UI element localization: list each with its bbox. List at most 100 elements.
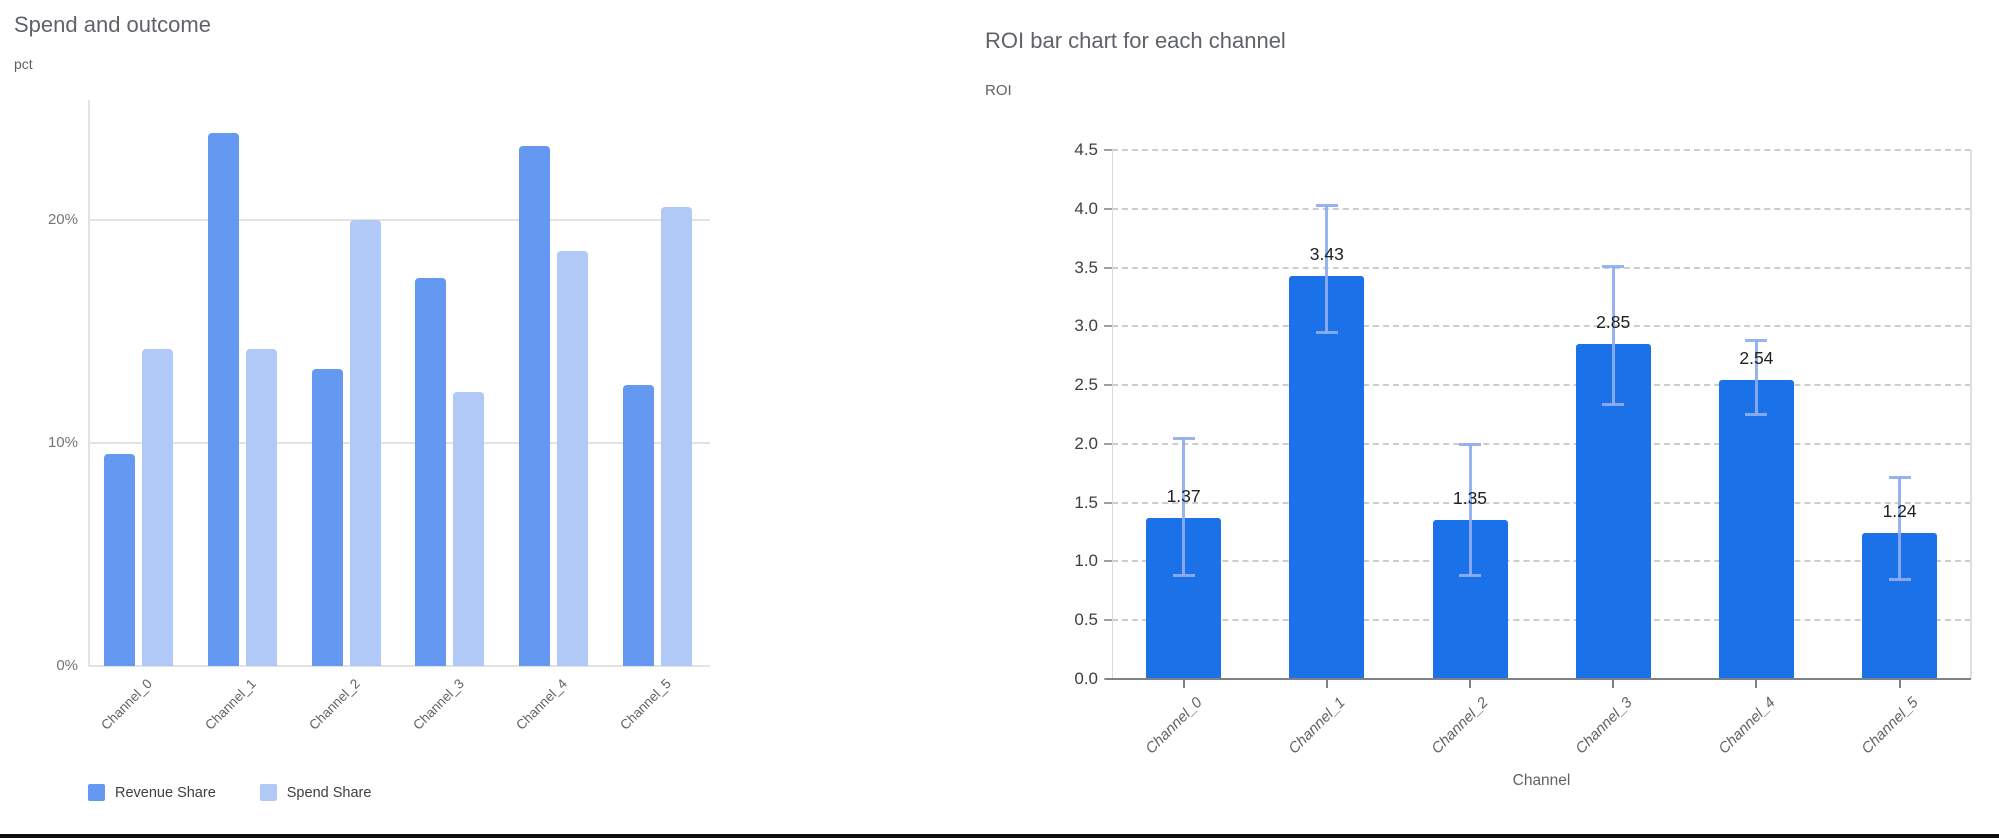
spend-share-bar-channel_5[interactable]	[660, 206, 692, 666]
x-tick-mark	[1898, 680, 1901, 688]
error-bar-cap-bottom	[1602, 403, 1625, 407]
revenue-share-bar-channel_1[interactable]	[207, 133, 239, 666]
x-tick-label: Channel_3	[409, 676, 467, 733]
y-axis-line	[88, 100, 90, 666]
error-bar-cap-bottom	[1315, 331, 1338, 335]
y-tick-label: 4.5	[1074, 140, 1098, 159]
bar-value-label: 1.24	[1882, 501, 1917, 522]
legend-item-revenue-share: Revenue Share	[88, 784, 216, 801]
revenue-share-bar-channel_4[interactable]	[519, 146, 551, 666]
roi-bar-channel_1[interactable]	[1289, 275, 1365, 679]
y-tick-mark	[1104, 207, 1112, 210]
error-bar-whisker	[1611, 266, 1615, 406]
spend-share-bar-channel_4[interactable]	[557, 251, 589, 666]
revenue-share-bar-channel_5[interactable]	[622, 385, 654, 666]
gridline	[88, 665, 710, 667]
error-bar-cap-top	[1459, 442, 1481, 446]
y-tick-label: 20%	[47, 211, 78, 228]
x-tick-mark	[1182, 680, 1185, 688]
x-tick-mark	[1325, 680, 1328, 688]
y-tick-label: 0.5	[1074, 610, 1098, 630]
left-chart-title: Spend and outcome	[14, 12, 211, 37]
roi-bar-channel_4[interactable]	[1718, 380, 1794, 679]
y-tick-label: 1.5	[1074, 492, 1098, 512]
bar-value-label: 2.85	[1596, 311, 1631, 332]
right-x-axis-title: Channel	[1512, 772, 1571, 789]
legend-item-spend-share: Spend Share	[259, 784, 372, 801]
y-tick-label: 3.0	[1074, 316, 1098, 336]
bar-value-label: 1.35	[1452, 488, 1488, 509]
x-tick-mark	[1755, 680, 1758, 688]
x-tick-label: Channel_4	[513, 676, 571, 733]
gridline	[1112, 560, 1971, 563]
y-tick-label: 10%	[47, 434, 78, 451]
x-tick-mark	[1612, 680, 1615, 688]
x-tick-label: Channel_2	[305, 676, 363, 733]
left-y-axis-unit-label: pct	[14, 56, 33, 72]
spend-share-bar-channel_3[interactable]	[453, 391, 485, 666]
revenue-share-bar-channel_0[interactable]	[103, 454, 135, 666]
x-tick-label: Channel_3	[1571, 694, 1636, 758]
gridline	[88, 442, 710, 444]
revenue-share-bar-channel_3[interactable]	[415, 277, 447, 666]
plot-right-border	[1970, 150, 1972, 679]
legend-swatch-icon	[259, 784, 277, 801]
revenue-share-bar-channel_2[interactable]	[311, 369, 343, 666]
x-tick-label: Channel_0	[98, 676, 156, 733]
x-tick-label: Channel_4	[1715, 694, 1779, 758]
legend-label: Spend Share	[286, 784, 372, 801]
y-tick-mark	[1104, 149, 1112, 151]
gridline	[1112, 384, 1971, 387]
spend-share-bar-channel_0[interactable]	[141, 349, 173, 666]
error-bar-whisker	[1182, 438, 1186, 576]
error-bar-cap-top	[1172, 437, 1195, 440]
error-bar-cap-top	[1315, 204, 1338, 208]
error-bar-cap-bottom	[1172, 573, 1195, 577]
x-axis-line	[1106, 678, 1971, 680]
gridline	[1112, 266, 1971, 269]
y-tick-mark	[1104, 325, 1112, 328]
bar-value-label: 2.54	[1739, 348, 1774, 369]
gridline	[1112, 442, 1971, 445]
gridline	[1112, 619, 1971, 622]
error-bar-cap-top	[1745, 339, 1768, 343]
error-bar-whisker	[1898, 476, 1902, 581]
x-tick-label: Channel_0	[1142, 694, 1206, 758]
legend-swatch-icon	[88, 784, 105, 801]
y-tick-label: 1.0	[1074, 551, 1098, 571]
legend-label: Revenue Share	[115, 784, 216, 801]
error-bar-whisker	[1468, 443, 1472, 576]
x-tick-label: Channel_5	[1858, 694, 1922, 758]
error-bar-cap-bottom	[1459, 573, 1481, 577]
bottom-border-line	[0, 834, 1999, 838]
y-tick-label: 4.0	[1074, 198, 1098, 218]
error-bar-whisker	[1325, 205, 1329, 334]
gridline	[1112, 501, 1971, 504]
y-tick-mark	[1104, 384, 1112, 387]
x-tick-label: Channel_1	[1285, 694, 1349, 758]
error-bar-cap-top	[1888, 475, 1911, 479]
gridline	[1112, 149, 1971, 151]
error-bar-whisker	[1754, 340, 1758, 415]
y-tick-label: 0%	[56, 657, 78, 674]
y-tick-mark	[1104, 442, 1112, 445]
x-tick-label: Channel_2	[1428, 694, 1493, 758]
y-tick-label: 2.0	[1074, 433, 1098, 453]
bar-value-label: 1.37	[1166, 485, 1201, 506]
x-tick-label: Channel_1	[202, 676, 259, 733]
spend-share-bar-channel_2[interactable]	[349, 220, 381, 666]
right-chart-title: ROI bar chart for each channel	[985, 28, 1286, 53]
gridline	[1112, 207, 1971, 210]
y-axis-line	[1112, 150, 1113, 679]
spend-share-bar-channel_1[interactable]	[245, 349, 277, 666]
gridline	[88, 219, 710, 221]
x-tick-mark	[1469, 680, 1471, 688]
y-tick-mark	[1104, 619, 1112, 622]
y-tick-mark	[1104, 560, 1112, 563]
y-tick-label: 3.5	[1074, 257, 1098, 277]
gridline	[1112, 325, 1971, 328]
y-tick-label: 0.0	[1074, 669, 1098, 688]
